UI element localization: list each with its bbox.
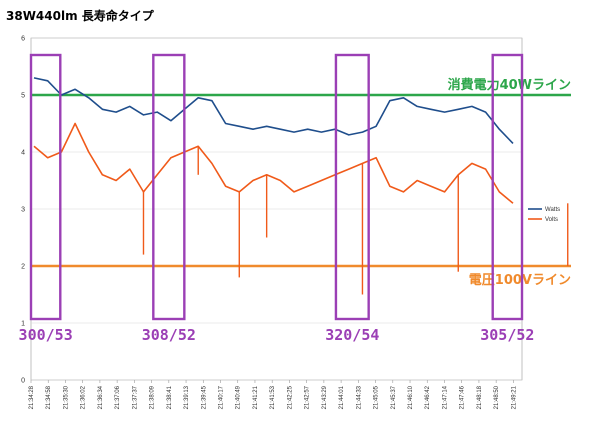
x-tick-label: 21:41:21 xyxy=(253,385,259,409)
x-tick-label: 21:40:17 xyxy=(219,385,225,409)
y-tick-label: 2 xyxy=(21,264,25,271)
highlight-box xyxy=(491,53,524,321)
highlight-box-label: 300/53 xyxy=(19,326,73,344)
highlight-box xyxy=(334,53,370,321)
y-tick-label: 6 xyxy=(21,36,25,43)
x-tick-label: 21:45:05 xyxy=(374,385,380,409)
x-tick-label: 21:44:01 xyxy=(339,385,345,409)
x-tick-label: 21:38:41 xyxy=(167,385,173,409)
x-tick-label: 21:34:28 xyxy=(29,385,35,409)
series-line xyxy=(33,122,514,204)
x-tick-label: 21:46:42 xyxy=(425,385,431,409)
x-tick-label: 21:39:13 xyxy=(184,385,190,409)
x-tick-label: 21:36:34 xyxy=(98,385,104,409)
x-tick-label: 21:45:37 xyxy=(391,385,397,409)
y-tick-label: 4 xyxy=(21,150,25,157)
x-tick-label: 21:42:25 xyxy=(287,385,293,409)
highlight-box-label: 305/52 xyxy=(480,326,534,344)
series-line xyxy=(33,77,514,144)
x-tick-label: 21:44:33 xyxy=(356,385,362,409)
x-tick-label: 21:36:02 xyxy=(81,385,87,409)
legend-label: Volts xyxy=(545,217,558,223)
x-tick-label: 21:37:06 xyxy=(115,385,121,409)
reference-line-label: 電圧100Vライン xyxy=(469,273,571,288)
y-tick-label: 0 xyxy=(21,378,25,385)
x-tick-label: 21:48:50 xyxy=(494,385,500,409)
x-tick-label: 21:35:30 xyxy=(63,385,69,409)
reference-line-label: 消費電力40Wライン xyxy=(448,77,571,93)
legend-label: Watts xyxy=(545,207,560,213)
highlight-box xyxy=(29,53,62,321)
x-tick-label: 21:49:21 xyxy=(511,385,517,409)
y-tick-label: 1 xyxy=(21,321,25,328)
highlight-box xyxy=(152,53,186,321)
y-tick-label: 5 xyxy=(21,93,25,100)
x-tick-label: 21:39:45 xyxy=(201,385,207,409)
x-tick-label: 21:42:57 xyxy=(305,385,311,409)
x-tick-label: 21:41:53 xyxy=(270,385,276,409)
highlight-box-label: 308/52 xyxy=(142,326,196,344)
x-tick-label: 21:47:46 xyxy=(460,385,466,409)
x-tick-label: 21:34:58 xyxy=(46,385,52,409)
y-tick-label: 3 xyxy=(21,207,25,214)
x-tick-label: 21:38:09 xyxy=(150,385,156,409)
plot-area: 0 1 2 3 4 5 6 21:34:28 21:34:58 21:35:30 21:36:02 2… xyxy=(19,36,571,409)
x-tick-label: 21:40:49 xyxy=(236,385,242,409)
x-tick-label: 21:43:29 xyxy=(322,385,328,409)
highlight-box-label: 320/54 xyxy=(325,326,379,344)
x-tick-label: 21:37:37 xyxy=(132,385,138,409)
x-tick-label: 21:46:10 xyxy=(408,385,414,409)
chart-title: 38W440lm 長寿命タイプ xyxy=(6,8,155,23)
x-tick-label: 21:48:18 xyxy=(477,385,483,409)
x-tick-label: 21:47:14 xyxy=(442,385,448,409)
